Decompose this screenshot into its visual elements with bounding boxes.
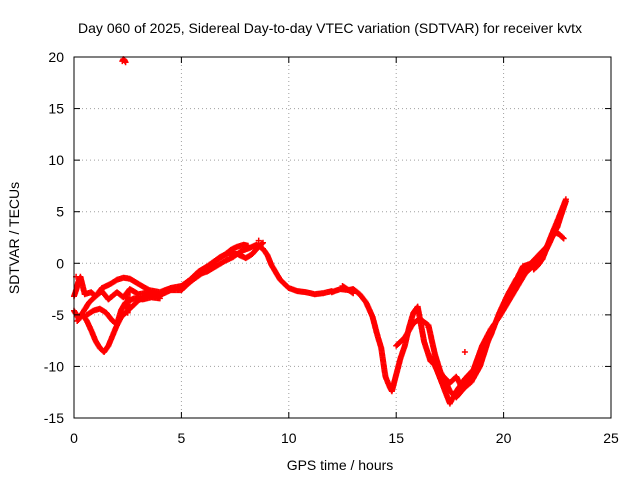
data-layer — [71, 56, 569, 407]
satellite-track — [530, 229, 567, 273]
x-tick-label: 10 — [281, 430, 297, 446]
data-point — [255, 237, 262, 244]
data-point — [260, 239, 266, 246]
satellite-track — [427, 196, 569, 407]
data-point — [461, 349, 468, 355]
data-point — [562, 196, 569, 203]
x-axis-label: GPS time / hours — [287, 457, 394, 473]
satellite-track — [393, 198, 569, 393]
satellite-track — [73, 237, 468, 355]
y-tick-label: 20 — [48, 49, 64, 65]
axis-layer: 0 5 10 15 20 25 -15 -10 -5 0 5 10 15 20 — [44, 49, 619, 446]
data-point — [350, 290, 357, 297]
data-point — [425, 324, 432, 331]
data-point — [559, 234, 566, 241]
x-tick-label: 5 — [178, 430, 186, 446]
y-tick-label: -5 — [52, 307, 65, 323]
y-tick-label: 0 — [56, 255, 64, 271]
data-point — [156, 295, 163, 302]
satellite-track — [83, 294, 163, 328]
data-point — [245, 242, 251, 249]
y-tick-label: 5 — [56, 204, 64, 220]
grid-layer — [74, 57, 611, 418]
x-tick-label: 20 — [496, 430, 512, 446]
satellite-track — [119, 56, 129, 66]
data-point — [560, 235, 567, 242]
data-series — [71, 56, 569, 407]
data-point — [259, 240, 266, 247]
y-tick-label: -15 — [44, 410, 64, 426]
data-point — [124, 309, 131, 316]
x-tick-label: 0 — [70, 430, 78, 446]
y-tick-label: 10 — [48, 152, 64, 168]
satellite-track — [328, 203, 567, 401]
x-tick-label: 15 — [388, 430, 404, 446]
x-tick-label: 25 — [603, 430, 619, 446]
data-point — [122, 59, 129, 66]
plot-frame — [73, 56, 612, 419]
satellite-track — [191, 239, 266, 282]
y-axis-label: SDTVAR / TECUs — [6, 182, 22, 294]
chart-title: Day 060 of 2025, Sidereal Day-to-day VTE… — [78, 20, 582, 36]
y-tick-label: -10 — [44, 358, 64, 374]
y-tick-label: 15 — [48, 101, 64, 117]
data-point — [74, 318, 81, 324]
